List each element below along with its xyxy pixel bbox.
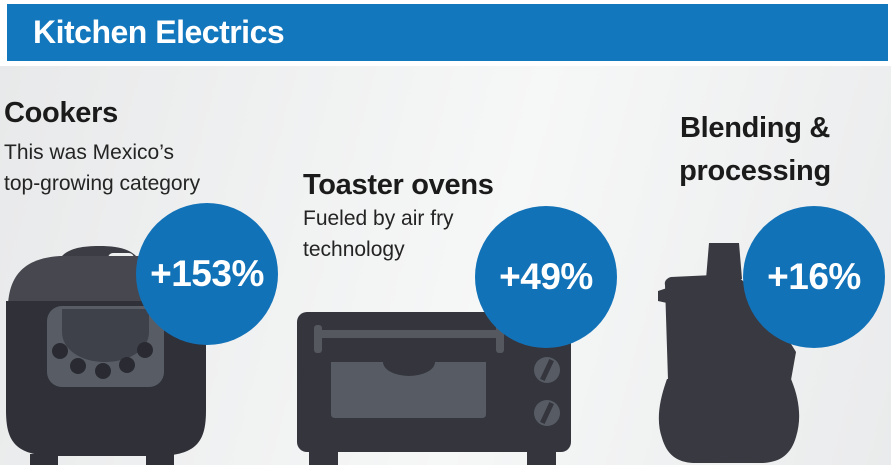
title-line: processing [679,155,831,187]
page-title: Kitchen Electrics [33,14,285,50]
title-line: Blending & [679,112,831,144]
growth-badge-toaster-ovens: +49% [475,206,617,348]
category-title-blending-processing: Blending & processing [657,107,853,193]
growth-badge-blending-processing: +16% [743,206,885,348]
category-desc-cookers: This was Mexico’s top-growing category [4,137,200,199]
header-bar: Kitchen Electrics [7,4,888,61]
growth-badge-cookers: +153% [136,203,278,345]
category-title-toaster-ovens: Toaster ovens [303,169,494,201]
desc-line: technology [303,238,405,261]
desc-line: top-growing category [4,172,201,195]
category-title-cookers: Cookers [4,97,118,129]
desc-line: Fueled by air fry [303,207,454,230]
desc-line: This was Mexico’s [4,141,174,164]
category-desc-toaster-ovens: Fueled by air fry technology [303,203,454,265]
multi-cooker-icon [6,246,206,465]
food-processor-icon [658,243,800,463]
toaster-oven-icon [297,312,571,465]
